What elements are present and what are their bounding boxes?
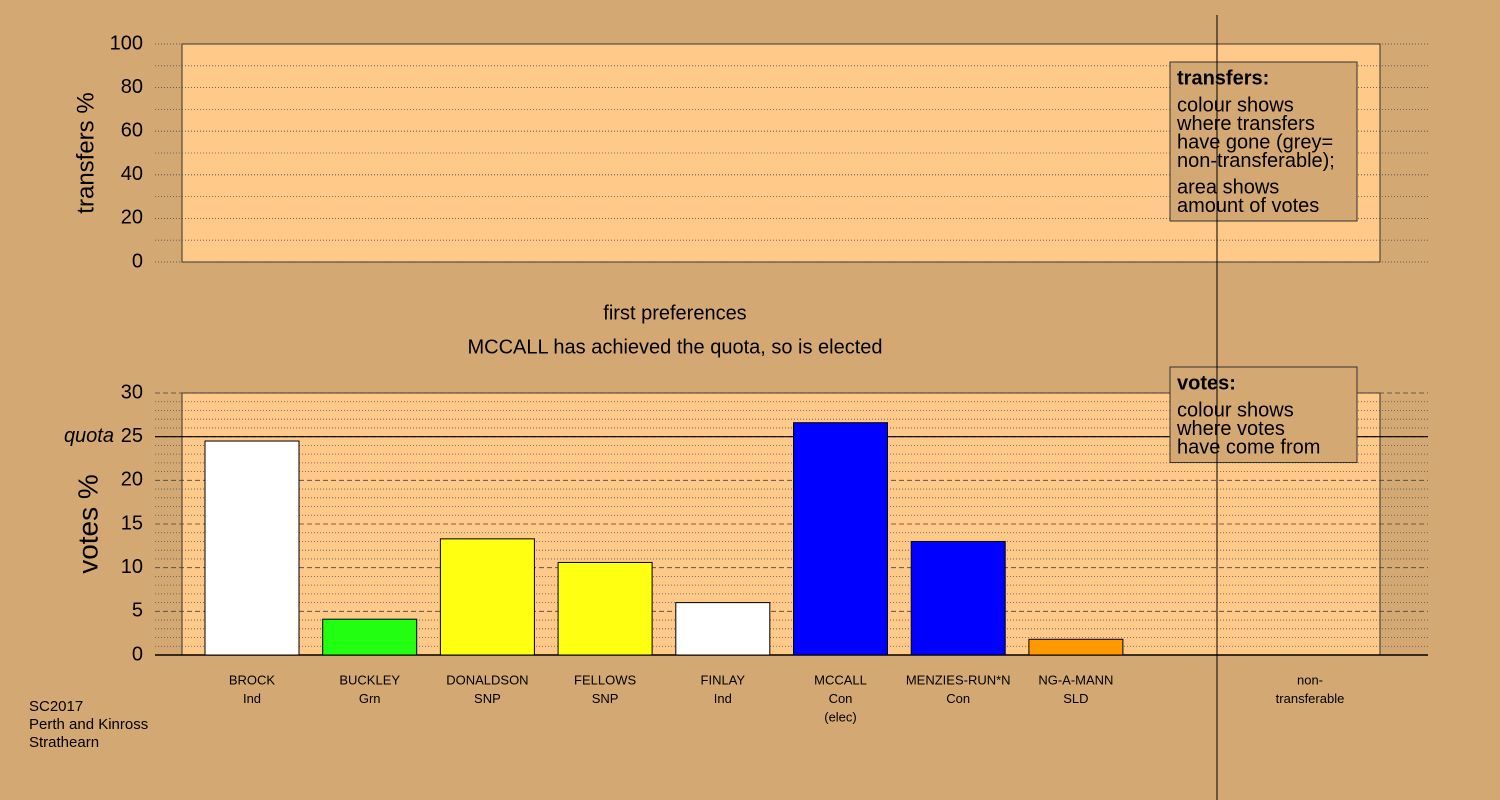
note-title: votes: [1177, 372, 1236, 394]
note-text: non-transferable); [1177, 150, 1335, 172]
x-tick-label: Con [946, 691, 970, 706]
x-tick-label: MCCALL [814, 672, 867, 687]
x-tick-label: BROCK [229, 672, 276, 687]
bar [793, 422, 888, 656]
y-tick-label: 5 [132, 600, 143, 622]
y-tick-label: 60 [121, 119, 143, 141]
y-tick-label: 20 [121, 207, 143, 229]
note-text: colour shows [1177, 94, 1294, 116]
bar [1028, 638, 1124, 656]
x-tick-label: NG-A-MANN [1038, 672, 1113, 687]
bar [204, 440, 300, 656]
x-tick-label: FINLAY [701, 672, 746, 687]
x-tick-label: non- [1297, 672, 1323, 687]
chart-subtitle: MCCALL has achieved the quota, so is ele… [467, 336, 882, 358]
note-title: transfers: [1177, 67, 1269, 89]
bar [322, 618, 418, 656]
bar [675, 602, 771, 656]
note-text: colour shows [1177, 399, 1294, 421]
note-box [1169, 366, 1358, 463]
y-axis-label: votes % [72, 474, 103, 574]
x-tick-label: (elec) [824, 709, 857, 724]
note-text: where transfers [1176, 113, 1315, 135]
x-tick-label: Con [829, 691, 853, 706]
y-tick-label: 0 [132, 643, 143, 665]
footer-text: Strathearn [29, 734, 99, 751]
y-tick-label: 100 [110, 32, 143, 54]
y-tick-label: 40 [121, 163, 143, 185]
bar [439, 538, 535, 656]
note-text: amount of votes [1177, 195, 1319, 217]
x-tick-label: MENZIES-RUN*N [906, 672, 1011, 687]
bar [557, 561, 653, 656]
footer-text: SC2017 [29, 698, 83, 715]
note-text: have come from [1177, 436, 1320, 458]
x-tick-label: BUCKLEY [339, 672, 400, 687]
y-tick-label: 15 [121, 512, 143, 534]
y-tick-label: 0 [132, 250, 143, 272]
y-tick-label: 20 [121, 469, 143, 491]
x-tick-label: Ind [714, 691, 732, 706]
x-tick-label: SLD [1063, 691, 1088, 706]
bar [910, 540, 1006, 656]
x-tick-label: transferable [1276, 691, 1345, 706]
note-box [1169, 61, 1358, 222]
y-axis-label: transfers % [72, 92, 99, 213]
x-tick-label: Ind [243, 691, 261, 706]
y-tick-label: 25 [121, 425, 143, 447]
x-tick-label: SNP [474, 691, 501, 706]
footer-text: Perth and Kinross [29, 716, 148, 733]
x-tick-label: DONALDSON [446, 672, 528, 687]
x-tick-label: SNP [592, 691, 619, 706]
note-text: have gone (grey= [1177, 131, 1333, 153]
y-tick-label: 80 [121, 76, 143, 98]
y-tick-label: 10 [121, 556, 143, 578]
quota-label: quota [64, 425, 114, 447]
chart-title: first preferences [603, 302, 746, 324]
x-tick-label: FELLOWS [574, 672, 636, 687]
x-tick-label: Grn [359, 691, 381, 706]
y-tick-label: 30 [121, 381, 143, 403]
note-text: where votes [1176, 418, 1285, 440]
note-text: area shows [1177, 176, 1279, 198]
